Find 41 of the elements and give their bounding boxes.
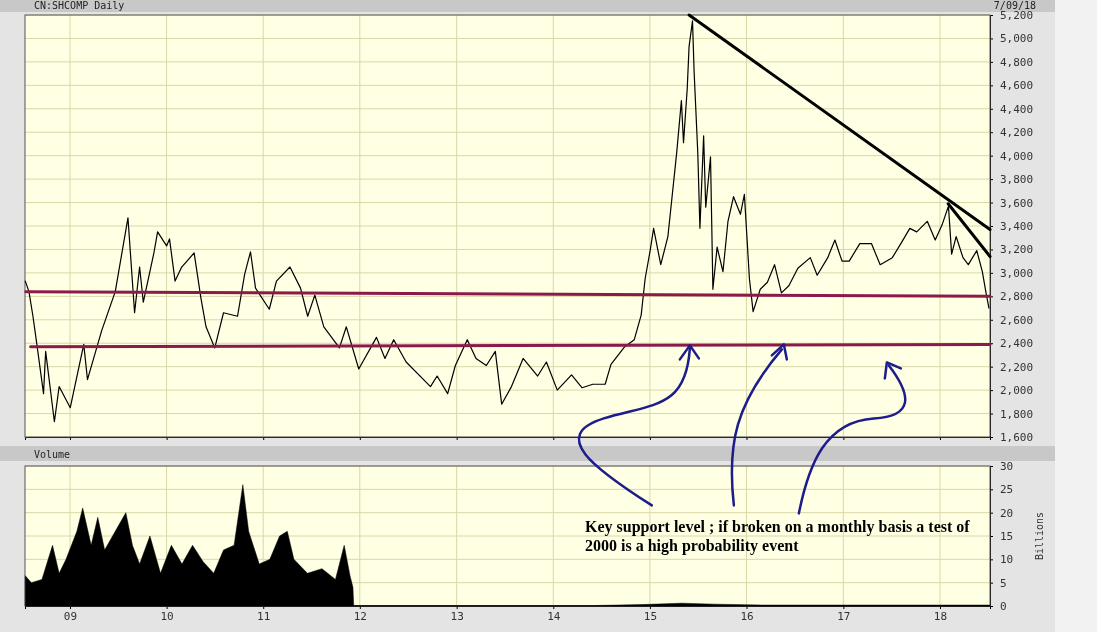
- y-tick-label: 2,800: [1000, 290, 1034, 304]
- x-tick-label: 13: [450, 609, 464, 623]
- text: 7/09/18: [993, 0, 1036, 11]
- y-tick-label: 0: [1000, 600, 1007, 614]
- y-axis-title: Billions: [1034, 511, 1045, 561]
- y-tick-label: 2,200: [1000, 360, 1034, 374]
- y-tick-label: 3,400: [1000, 220, 1034, 234]
- y-tick-label: 1,800: [1000, 407, 1034, 421]
- y-tick-label: 4,200: [1000, 126, 1034, 140]
- y-tick-label: 15: [1000, 530, 1014, 544]
- y-tick-label: 30: [1000, 460, 1014, 474]
- y-tick-label: 4,800: [1000, 55, 1034, 69]
- annotation: Key support level ; if broken on a monthly basis a test of 2000 is a high probability event: [585, 518, 971, 555]
- y-tick-label: 3,200: [1000, 243, 1034, 257]
- y-tick-label: 1,600: [1000, 431, 1034, 445]
- y-tick-label: 10: [1000, 553, 1014, 567]
- y-tick-label: 5: [1000, 576, 1007, 590]
- x-tick-label: 10: [160, 609, 174, 623]
- y-tick-label: 3,000: [1000, 266, 1034, 280]
- chart-title: Volume: [34, 449, 71, 460]
- y-tick-label: 2,400: [1000, 337, 1034, 351]
- y-tick-label: 5,200: [1000, 9, 1034, 23]
- chart-title: CN:SHCOMP Daily: [34, 0, 125, 11]
- y-tick-label: 2,000: [1000, 384, 1034, 398]
- x-tick-label: 14: [547, 609, 561, 623]
- y-tick-label: 20: [1000, 506, 1014, 520]
- y-tick-label: 5,000: [1000, 32, 1034, 46]
- x-tick-label: 11: [257, 609, 271, 623]
- y-tick-label: 4,000: [1000, 149, 1034, 163]
- y-tick-label: 2,600: [1000, 313, 1034, 327]
- y-tick-label: 3,800: [1000, 173, 1034, 187]
- y-tick-label: 4,400: [1000, 102, 1034, 116]
- x-tick-label: 17: [837, 609, 851, 623]
- y-tick-label: 25: [1000, 483, 1014, 497]
- x-tick-label: 18: [933, 609, 948, 623]
- x-tick-label: 09: [63, 609, 78, 623]
- y-tick-label: 3,600: [1000, 196, 1034, 210]
- y-tick-label: 4,600: [1000, 79, 1034, 93]
- x-tick-label: 15: [643, 609, 658, 623]
- x-tick-label: 12: [353, 609, 367, 623]
- x-tick-label: 16: [740, 609, 754, 623]
